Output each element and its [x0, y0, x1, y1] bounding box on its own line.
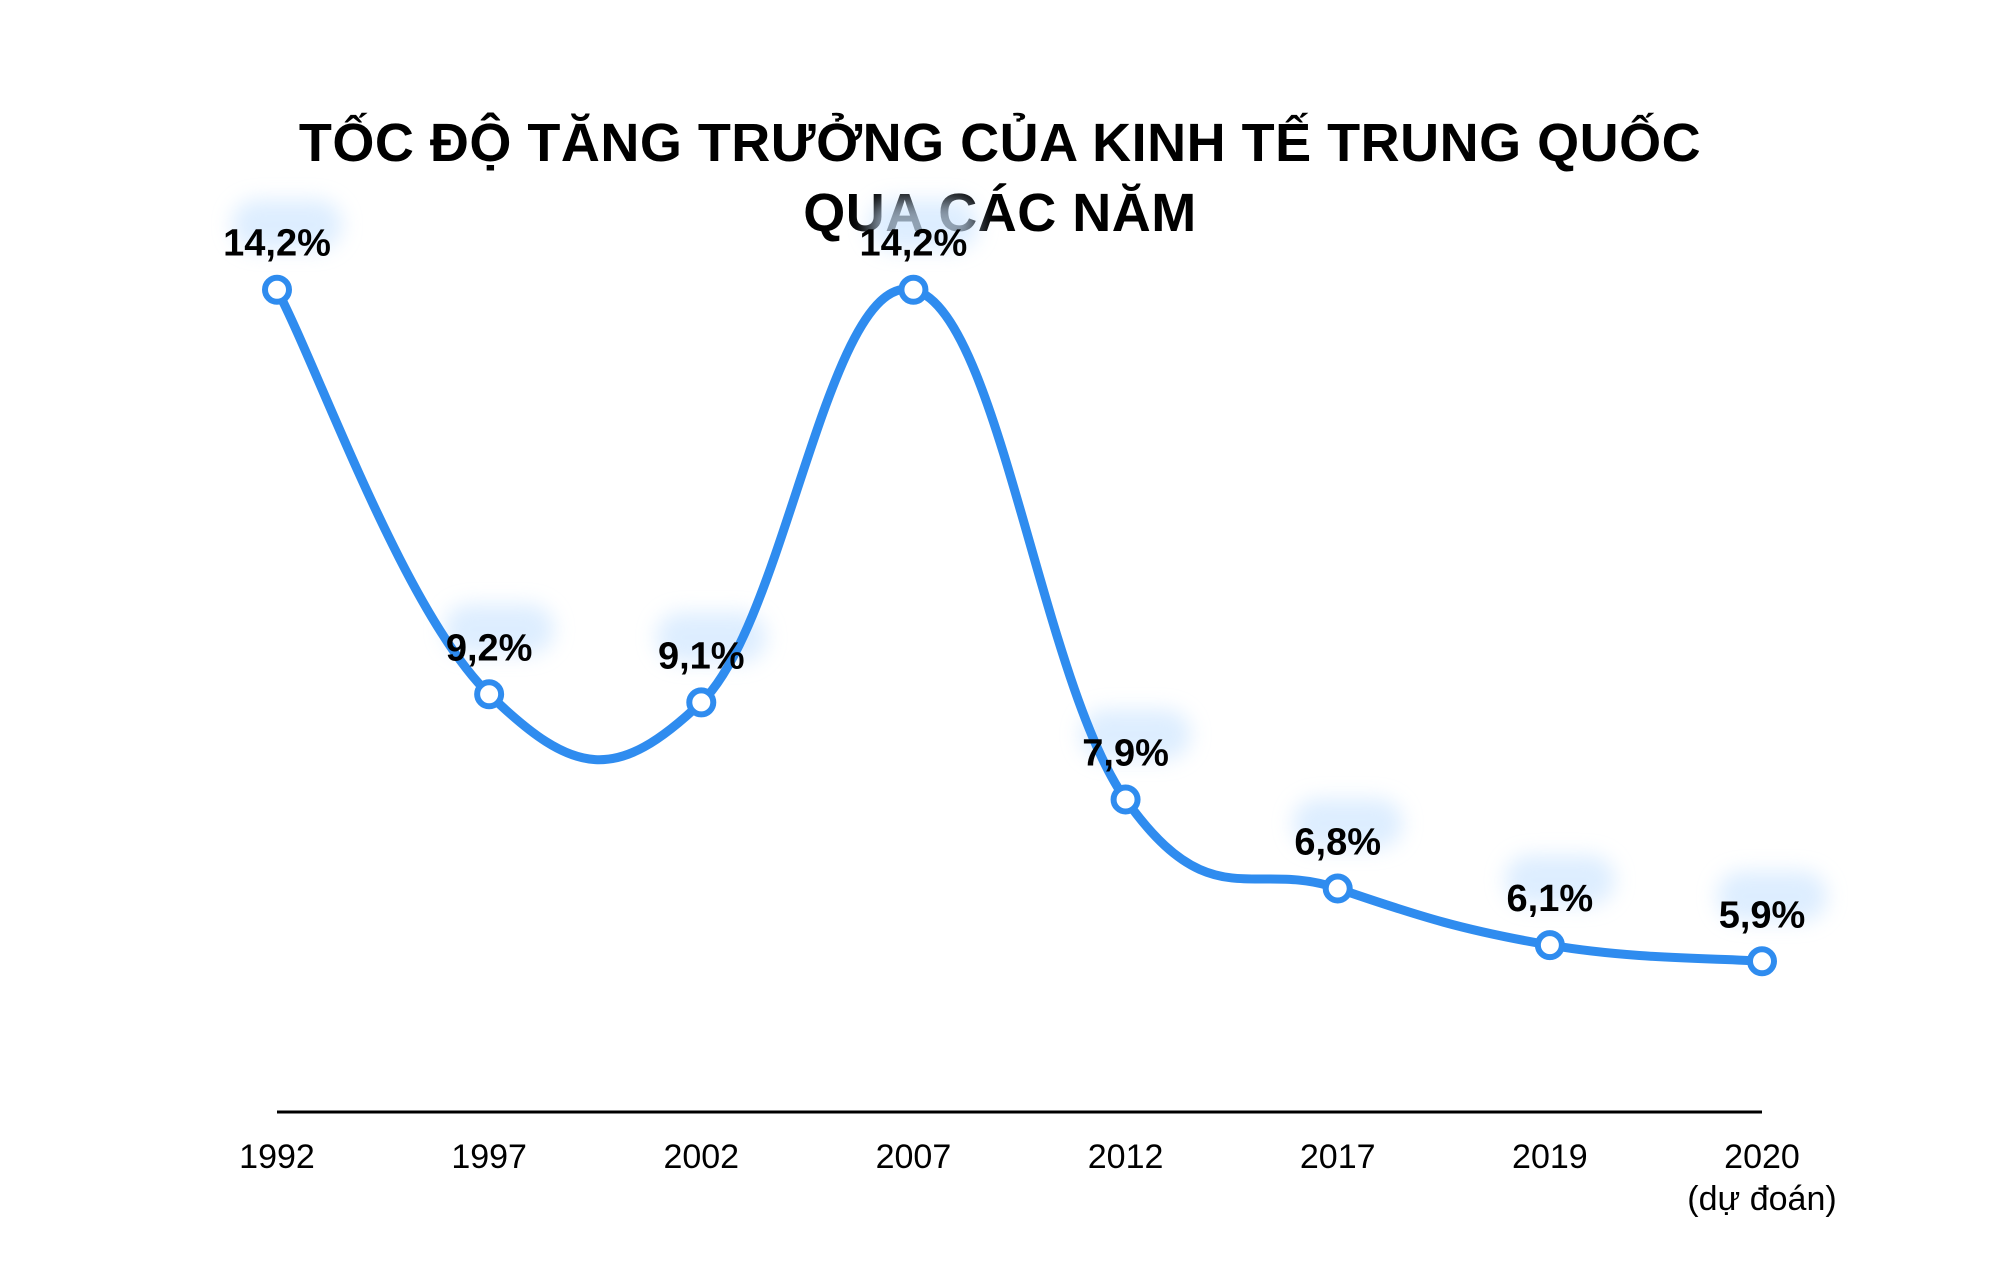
- x-tick-label: 2007: [876, 1138, 952, 1176]
- data-label-glow: [1504, 855, 1615, 906]
- data-label: 6,1%: [1507, 878, 1594, 920]
- data-label-glow: [1080, 709, 1191, 760]
- x-tick-label: 2012: [1088, 1138, 1164, 1176]
- data-label-glow: [1292, 798, 1403, 849]
- data-label: 9,1%: [658, 635, 745, 677]
- data-point: [1747, 946, 1777, 977]
- data-point: [1534, 930, 1565, 961]
- data-label: 6,8%: [1294, 821, 1381, 863]
- data-label: 9,2%: [446, 627, 533, 669]
- data-label-glow: [232, 199, 342, 250]
- x-tick-label: 1997: [451, 1138, 527, 1176]
- x-tick-label: 2002: [663, 1138, 739, 1176]
- data-point: [474, 679, 505, 710]
- chart-title-line-2: QUA CÁC NĂM: [803, 183, 1197, 243]
- data-point: [1322, 873, 1353, 904]
- data-label-glow: [1717, 871, 1827, 922]
- data-label: 14,2%: [860, 223, 968, 265]
- data-point: [1110, 784, 1141, 815]
- chart-title-line-1: TỐC ĐỘ TĂNG TRƯỞNG CỦA KINH TẾ TRUNG QUỐ…: [298, 113, 1702, 173]
- data-label: 5,9%: [1719, 894, 1806, 936]
- x-tick-sublabel: (dự đoán): [1687, 1180, 1836, 1218]
- data-label: 7,9%: [1082, 732, 1169, 774]
- data-label-glow: [868, 199, 979, 250]
- data-point: [898, 274, 929, 305]
- x-tick-label: 2019: [1512, 1138, 1588, 1176]
- data-point: [262, 274, 292, 305]
- data-point: [686, 687, 717, 718]
- x-tick-label: 2020: [1724, 1138, 1800, 1176]
- data-label: 14,2%: [223, 223, 331, 265]
- data-label-glow: [444, 604, 555, 655]
- x-tick-label: 1992: [239, 1138, 315, 1176]
- x-tick-label: 2017: [1300, 1138, 1376, 1176]
